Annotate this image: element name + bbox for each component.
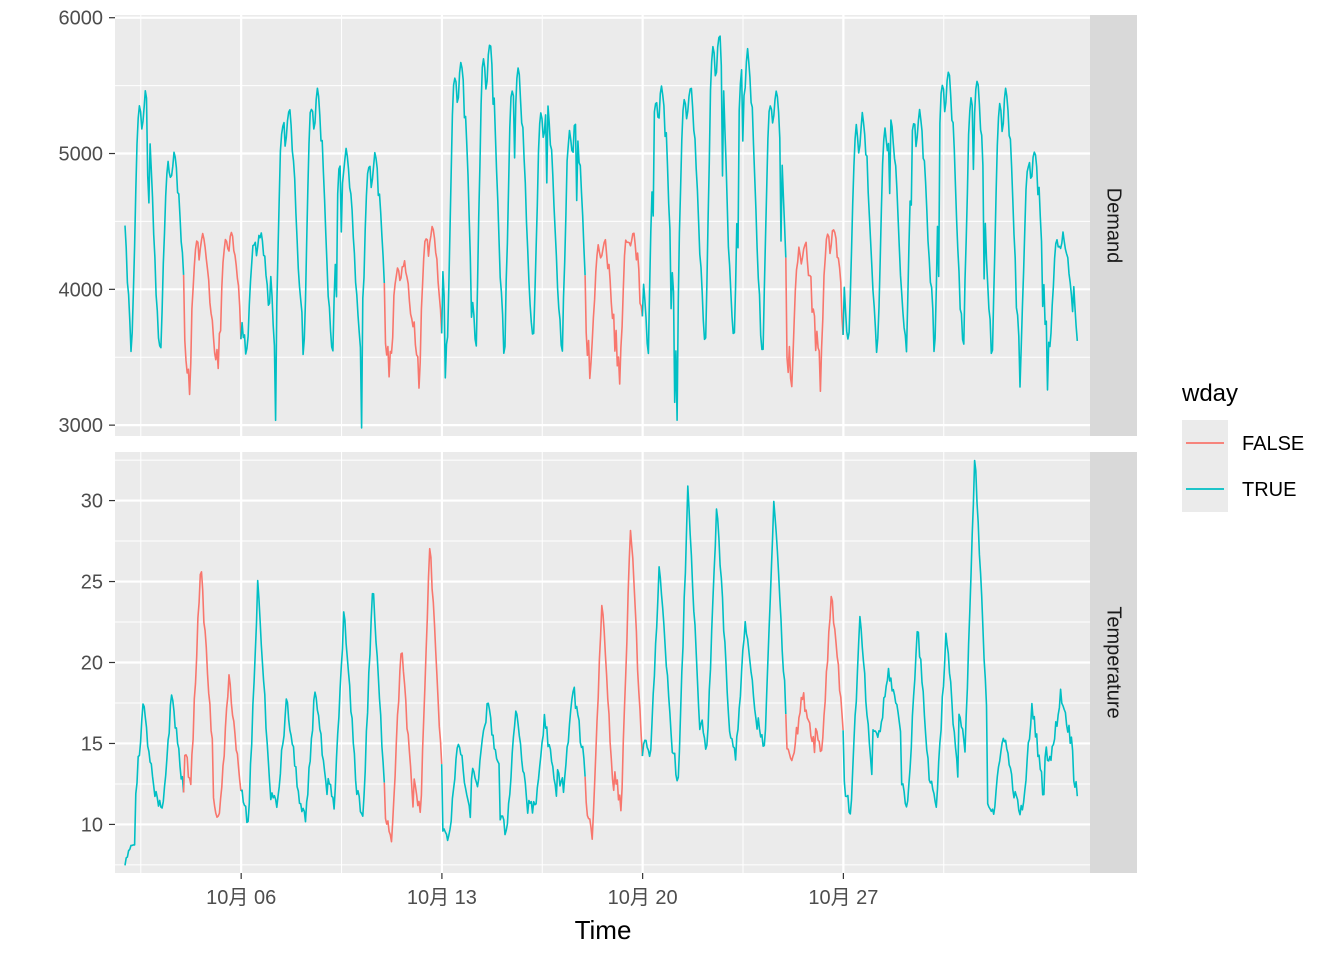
series-line-false [383, 547, 443, 843]
y-tick-label: 20 [81, 653, 103, 675]
y-tick-label: 15 [81, 733, 103, 755]
series-line-false [182, 571, 242, 818]
facet-strip-label: Temperature [1103, 606, 1125, 718]
x-axis-title: Time [575, 915, 632, 945]
legend-title: wday [1181, 380, 1238, 407]
series-line-true [440, 686, 586, 842]
legend-label: TRUE [1242, 479, 1296, 501]
series-line-true [842, 459, 1079, 816]
y-tick-label: 6000 [59, 8, 104, 30]
facet-strip [1090, 15, 1137, 436]
legend-label: FALSE [1242, 433, 1304, 455]
x-axis: 10月 06 10月 13 10月 20 10月 27 [206, 873, 878, 909]
series-line-true [124, 90, 185, 353]
y-tick-label: 4000 [59, 279, 104, 301]
facet-strip-label: Demand [1103, 188, 1125, 264]
x-tick-label: 10月 27 [808, 887, 878, 909]
series-line-true [842, 71, 1079, 391]
panels-layer: 3000 4000 5000 6000 Demand 10 15 20 25 30 Temperat… [59, 8, 1137, 873]
series-line-true [440, 44, 586, 379]
y-tick-label: 3000 [59, 415, 104, 437]
x-tick-label: 10月 06 [206, 887, 276, 909]
series-line-true [240, 87, 386, 429]
series-line-true [124, 694, 185, 866]
series-line-false [383, 225, 443, 389]
series-line-true [240, 579, 386, 824]
series-line-false [584, 232, 644, 385]
series-line-true [641, 485, 787, 782]
x-tick-label: 10月 13 [407, 887, 477, 909]
panel-temperature: 10 15 20 25 30 Temperature [81, 452, 1137, 873]
panel-demand: 3000 4000 5000 6000 Demand [59, 8, 1137, 437]
series-line-true [641, 35, 787, 421]
legend: wday FALSE TRUE [1181, 380, 1304, 512]
x-tick-label: 10月 20 [608, 887, 678, 909]
y-tick-label: 25 [81, 572, 103, 594]
y-tick-label: 5000 [59, 144, 104, 166]
series-line-false [785, 229, 844, 392]
y-tick-label: 10 [81, 814, 103, 836]
series-line-false [785, 595, 844, 762]
y-tick-label: 30 [81, 491, 103, 513]
facet-strip [1090, 452, 1137, 873]
series-line-false [182, 231, 242, 396]
series-line-false [584, 529, 644, 840]
